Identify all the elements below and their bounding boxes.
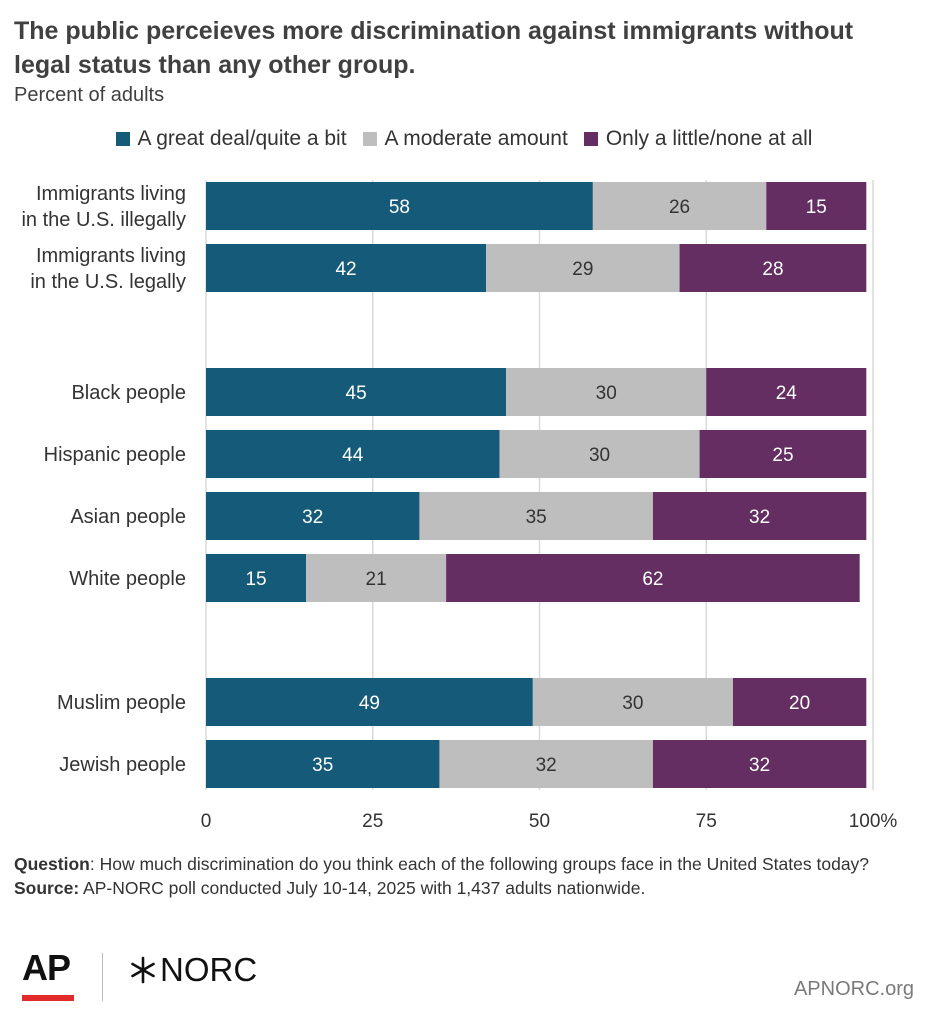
legend-item-moderate: A moderate amount bbox=[362, 127, 568, 151]
legend-swatch-great bbox=[115, 132, 130, 146]
category-label-immigrants-living-in-the-u-s-illegally-line-2: in the U.S. illegally bbox=[21, 209, 186, 231]
bar-black-people-series-3 bbox=[706, 368, 867, 416]
data-label-black-people-series-1: 45 bbox=[346, 383, 367, 404]
x-tick-label-50: 50 bbox=[529, 811, 550, 832]
bar-hispanic-people-series-1 bbox=[206, 430, 500, 478]
bar-immigrants-living-in-the-u-s-legally-series-3 bbox=[679, 244, 867, 292]
data-label-white-people-series-2: 21 bbox=[366, 569, 387, 590]
bar-muslim-people-series-3 bbox=[732, 678, 867, 726]
bar-asian-people-series-1 bbox=[206, 492, 420, 540]
data-label-muslim-people-series-2: 30 bbox=[622, 693, 643, 714]
question-text: : How much discrimination do you think e… bbox=[89, 854, 870, 874]
legend: A great deal/quite a bit A moderate amou… bbox=[0, 127, 928, 151]
category-label-asian-people: Asian people bbox=[70, 506, 186, 528]
bar-immigrants-living-in-the-u-s-legally-series-1 bbox=[206, 244, 487, 292]
category-label-black-people: Black people bbox=[71, 382, 186, 404]
data-label-asian-people-series-3: 32 bbox=[749, 507, 770, 528]
category-label-white-people: White people bbox=[69, 568, 186, 590]
data-label-immigrants-living-in-the-u-s-illegally-series-2: 26 bbox=[669, 197, 690, 218]
category-label-immigrants-living-in-the-u-s-illegally-line-1: Immigrants living bbox=[36, 183, 186, 205]
source-label: Source: bbox=[14, 878, 80, 898]
bar-jewish-people-series-1 bbox=[206, 740, 440, 788]
bar-black-people-series-2 bbox=[506, 368, 707, 416]
data-label-white-people-series-3: 62 bbox=[642, 569, 663, 590]
data-label-jewish-people-series-2: 32 bbox=[536, 755, 557, 776]
ap-logo-underline bbox=[22, 995, 74, 1001]
question-label: Question bbox=[14, 854, 90, 874]
bar-immigrants-living-in-the-u-s-illegally-series-2 bbox=[592, 182, 767, 230]
category-label-muslim-people: Muslim people bbox=[57, 692, 186, 714]
source-note: Source: AP-NORC poll conducted July 10-1… bbox=[14, 876, 914, 900]
x-tick-label-100: 100% bbox=[849, 811, 898, 832]
source-text: AP-NORC poll conducted July 10-14, 2025 … bbox=[79, 878, 646, 898]
data-label-muslim-people-series-3: 20 bbox=[789, 693, 810, 714]
category-label-immigrants-living-in-the-u-s-legally-line-2: in the U.S. legally bbox=[30, 271, 186, 293]
data-label-black-people-series-3: 24 bbox=[776, 383, 798, 404]
ap-logo: AP bbox=[22, 947, 71, 988]
legend-label-moderate: A moderate amount bbox=[384, 127, 568, 150]
logo-divider bbox=[102, 953, 103, 1001]
bar-muslim-people-series-1 bbox=[206, 678, 533, 726]
norc-star-icon bbox=[131, 956, 155, 984]
data-label-hispanic-people-series-2: 30 bbox=[589, 445, 610, 466]
stacked-bar-chart: 0 25 50 75 100% Immigrants living in the U.S. … bbox=[21, 180, 898, 832]
question-note: Question: How much discrimination do you… bbox=[14, 852, 914, 876]
data-label-immigrants-living-in-the-u-s-legally-series-3: 28 bbox=[762, 259, 783, 280]
bar-black-people-series-1 bbox=[206, 368, 507, 416]
data-label-jewish-people-series-3: 32 bbox=[749, 755, 770, 776]
chart-subtitle: Percent of adults bbox=[14, 84, 165, 106]
data-label-asian-people-series-1: 32 bbox=[302, 507, 323, 528]
bar-jewish-people-series-2 bbox=[439, 740, 653, 788]
legend-swatch-moderate bbox=[362, 132, 377, 146]
data-label-immigrants-living-in-the-u-s-legally-series-2: 29 bbox=[572, 259, 593, 280]
data-label-immigrants-living-in-the-u-s-legally-series-1: 42 bbox=[335, 259, 356, 280]
data-label-asian-people-series-2: 35 bbox=[526, 507, 547, 528]
bar-muslim-people-series-2 bbox=[532, 678, 733, 726]
data-label-jewish-people-series-1: 35 bbox=[312, 755, 333, 776]
legend-label-great: A great deal/quite a bit bbox=[137, 127, 347, 150]
chart-title: The public perceieves more discriminatio… bbox=[14, 17, 854, 79]
bar-immigrants-living-in-the-u-s-illegally-series-3 bbox=[766, 182, 867, 230]
legend-item-great: A great deal/quite a bit bbox=[115, 127, 347, 151]
norc-logo: NORC bbox=[128, 950, 257, 990]
category-label-immigrants-living-in-the-u-s-legally-line-1: Immigrants living bbox=[36, 245, 186, 267]
bar-white-people-series-3 bbox=[446, 554, 860, 602]
bar-hispanic-people-series-2 bbox=[499, 430, 700, 478]
data-label-black-people-series-2: 30 bbox=[596, 383, 617, 404]
bar-asian-people-series-2 bbox=[419, 492, 653, 540]
x-tick-label-75: 75 bbox=[696, 811, 717, 832]
legend-swatch-little bbox=[583, 132, 598, 146]
footnote: Question: How much discrimination do you… bbox=[14, 852, 914, 900]
data-label-hispanic-people-series-3: 25 bbox=[772, 445, 793, 466]
bar-hispanic-people-series-3 bbox=[699, 430, 867, 478]
legend-item-little: Only a little/none at all bbox=[583, 127, 813, 151]
norc-logo-text: NORC bbox=[160, 951, 258, 988]
category-label-hispanic-people: Hispanic people bbox=[44, 444, 186, 466]
x-tick-label-0: 0 bbox=[201, 811, 212, 832]
x-tick-label-25: 25 bbox=[362, 811, 383, 832]
data-label-hispanic-people-series-1: 44 bbox=[342, 445, 364, 466]
bar-asian-people-series-3 bbox=[652, 492, 867, 540]
data-label-white-people-series-1: 15 bbox=[245, 569, 266, 590]
legend-label-little: Only a little/none at all bbox=[605, 127, 813, 150]
bar-jewish-people-series-3 bbox=[652, 740, 867, 788]
website-label: APNORC.org bbox=[793, 978, 914, 1000]
bar-immigrants-living-in-the-u-s-illegally-series-1 bbox=[206, 182, 593, 230]
bar-white-people-series-2 bbox=[306, 554, 447, 602]
bar-white-people-series-1 bbox=[206, 554, 307, 602]
category-label-jewish-people: Jewish people bbox=[59, 754, 186, 776]
bar-immigrants-living-in-the-u-s-legally-series-2 bbox=[486, 244, 680, 292]
data-label-immigrants-living-in-the-u-s-illegally-series-3: 15 bbox=[806, 197, 827, 218]
data-label-immigrants-living-in-the-u-s-illegally-series-1: 58 bbox=[389, 197, 410, 218]
data-label-muslim-people-series-1: 49 bbox=[359, 693, 380, 714]
